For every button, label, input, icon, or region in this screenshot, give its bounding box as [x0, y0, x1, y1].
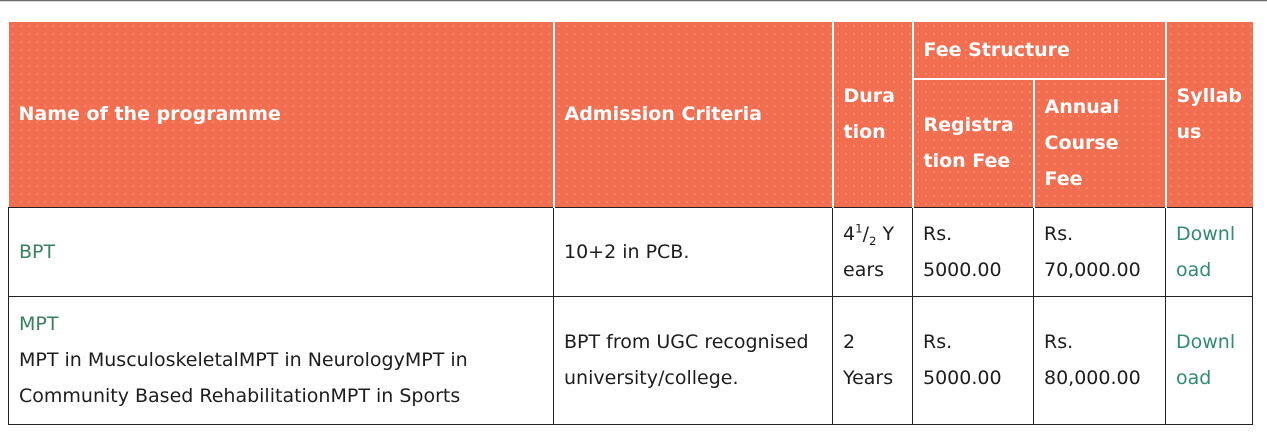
programme-cell: BPT: [8, 206, 554, 297]
duration-cell: 2 Years: [832, 295, 913, 425]
programme-link-mpt[interactable]: MPT: [19, 313, 59, 336]
column-header-registration-fee: Registration Fee: [912, 79, 1035, 207]
programme-description: MPT in MusculoskeletalMPT in NeurologyMP…: [19, 349, 468, 408]
annual-course-fee-cell: Rs. 70,000.00: [1032, 206, 1167, 297]
duration-unit: Years: [843, 222, 895, 281]
duration-value: 2: [843, 331, 856, 354]
duration-fraction-denominator: 2: [869, 233, 877, 248]
header-row-fee-sub: Registration Fee Annual Course Fee: [9, 79, 1253, 207]
duration-value: 4: [843, 222, 856, 245]
programmes-fee-table: Name of the programme Admission Criteria…: [8, 22, 1254, 425]
column-header-fee-structure: Fee Structure: [912, 22, 1167, 80]
column-header-programme: Name of the programme: [8, 22, 555, 207]
annual-course-fee-cell: Rs. 80,000.00: [1032, 295, 1167, 425]
syllabus-download-link[interactable]: Download: [1176, 331, 1236, 390]
registration-fee-cell: Rs. 5000.00: [912, 206, 1034, 297]
column-header-duration: Duration: [832, 22, 914, 207]
duration-fraction-slash: /: [862, 222, 869, 245]
syllabus-cell: Download: [1165, 206, 1254, 297]
syllabus-cell: Download: [1165, 295, 1254, 425]
programme-cell: MPT MPT in MusculoskeletalMPT in Neurolo…: [8, 295, 554, 425]
syllabus-download-link[interactable]: Download: [1176, 222, 1236, 281]
duration-fraction-numerator: 1: [855, 221, 863, 236]
admission-criteria-cell: 10+2 in PCB.: [553, 206, 833, 297]
table-row-bpt: BPT 10+2 in PCB. 41/2 Years Rs. 5000.00 …: [8, 206, 1254, 297]
programme-link-bpt[interactable]: BPT: [19, 240, 56, 263]
duration-cell: 41/2 Years: [832, 206, 913, 297]
admission-criteria-cell: BPT from UGC recognised university/colle…: [553, 295, 833, 425]
duration-unit: Years: [843, 367, 894, 390]
registration-fee-cell: Rs. 5000.00: [912, 295, 1034, 425]
header-row-top: Name of the programme Admission Criteria…: [8, 22, 1253, 207]
top-divider-line: [0, 0, 1267, 2]
table-row-mpt: MPT MPT in MusculoskeletalMPT in Neurolo…: [8, 295, 1254, 425]
column-header-admission-criteria: Admission Criteria: [553, 22, 834, 207]
column-header-syllabus: Syllabus: [1165, 22, 1253, 207]
column-header-annual-course-fee: Annual Course Fee: [1033, 79, 1167, 207]
